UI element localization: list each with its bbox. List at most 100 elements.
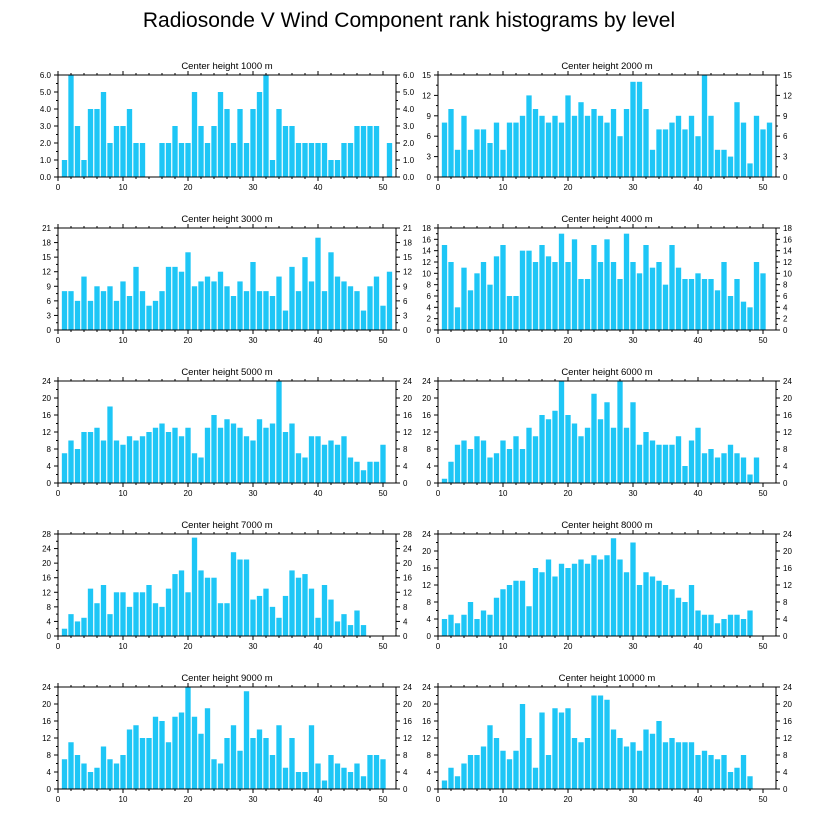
- panel-title: Center height 10000 m: [559, 673, 656, 684]
- bar: [688, 115, 695, 177]
- bar: [185, 592, 191, 636]
- bar: [584, 563, 591, 636]
- bar: [68, 291, 74, 330]
- bar: [237, 427, 243, 483]
- y-tick-label: 3.0: [403, 122, 415, 131]
- bar: [224, 603, 230, 636]
- bar: [656, 444, 662, 483]
- bar: [545, 559, 552, 636]
- y-tick-label: 14: [783, 247, 792, 256]
- bar: [159, 423, 165, 483]
- bar: [643, 729, 649, 789]
- bar: [204, 577, 211, 636]
- x-tick-label: 0: [436, 795, 441, 804]
- bar: [565, 415, 571, 483]
- bar: [87, 432, 94, 483]
- y-tick-label: 6: [47, 297, 52, 306]
- bar: [347, 286, 354, 330]
- y-tick-label: 20: [403, 394, 412, 403]
- bar: [367, 461, 373, 483]
- bar: [100, 440, 107, 483]
- x-tick-label: 50: [759, 489, 768, 498]
- bar: [617, 136, 623, 177]
- bar: [347, 772, 354, 789]
- panel-title: Center height 9000 m: [181, 673, 272, 684]
- bar: [487, 725, 493, 789]
- bar: [675, 742, 682, 789]
- y-tick-label: 3: [427, 153, 432, 162]
- y-tick-label: 10: [422, 269, 431, 278]
- x-tick-label: 50: [759, 642, 768, 651]
- bar: [461, 440, 467, 483]
- bar: [695, 755, 701, 789]
- y-tick-label: 16: [783, 411, 792, 420]
- bar: [126, 606, 133, 636]
- bar: [727, 296, 734, 330]
- bar: [139, 592, 146, 636]
- y-tick-label: 0: [783, 326, 788, 335]
- bar: [126, 729, 133, 789]
- x-tick-label: 50: [759, 183, 768, 192]
- bar: [295, 772, 302, 789]
- bar: [126, 436, 133, 483]
- bar: [526, 95, 532, 177]
- bar: [675, 267, 682, 330]
- x-tick-label: 20: [184, 642, 193, 651]
- bar: [256, 595, 263, 636]
- bar: [191, 453, 198, 483]
- bar: [526, 606, 532, 636]
- y-tick-label: 16: [403, 574, 412, 583]
- bar: [334, 160, 341, 177]
- bar: [107, 759, 113, 789]
- bar: [532, 262, 539, 330]
- panel-title: Center height 5000 m: [181, 367, 272, 378]
- bar: [94, 603, 100, 636]
- bar: [656, 262, 662, 330]
- y-tick-label: 0: [47, 785, 52, 794]
- y-tick-label: 12: [422, 428, 431, 437]
- bar: [94, 427, 100, 483]
- bar: [480, 262, 487, 330]
- x-tick-label: 30: [249, 795, 258, 804]
- x-tick-label: 40: [694, 336, 703, 345]
- bar: [552, 708, 558, 789]
- bar: [513, 296, 519, 330]
- y-tick-label: 12: [403, 588, 412, 597]
- bar: [289, 423, 295, 483]
- bar: [230, 143, 237, 177]
- bar: [321, 143, 328, 177]
- x-tick-label: 50: [379, 642, 388, 651]
- bar: [714, 457, 721, 483]
- y-tick-label: 9: [783, 112, 788, 121]
- bar: [295, 453, 302, 483]
- x-tick-label: 40: [694, 489, 703, 498]
- bar: [204, 427, 211, 483]
- x-tick-label: 50: [379, 795, 388, 804]
- bar: [74, 126, 81, 177]
- bar: [571, 738, 578, 789]
- y-tick-label: 2: [427, 315, 432, 324]
- bar: [178, 570, 185, 636]
- bar: [448, 614, 454, 636]
- bar: [584, 738, 591, 789]
- y-tick-label: 20: [783, 547, 792, 556]
- y-tick-label: 8: [427, 751, 432, 760]
- bar: [441, 780, 448, 789]
- x-tick-label: 30: [249, 183, 258, 192]
- bar: [662, 585, 669, 636]
- bar: [558, 122, 565, 177]
- bar: [211, 415, 217, 483]
- bar: [373, 755, 380, 789]
- bar: [714, 623, 721, 636]
- bar: [753, 115, 760, 177]
- y-tick-label: 4: [403, 768, 408, 777]
- bar: [126, 296, 133, 330]
- bar: [159, 291, 165, 330]
- bar: [217, 271, 224, 330]
- bar: [701, 75, 708, 177]
- bar: [701, 453, 708, 483]
- y-tick-label: 16: [403, 411, 412, 420]
- bar: [532, 767, 539, 789]
